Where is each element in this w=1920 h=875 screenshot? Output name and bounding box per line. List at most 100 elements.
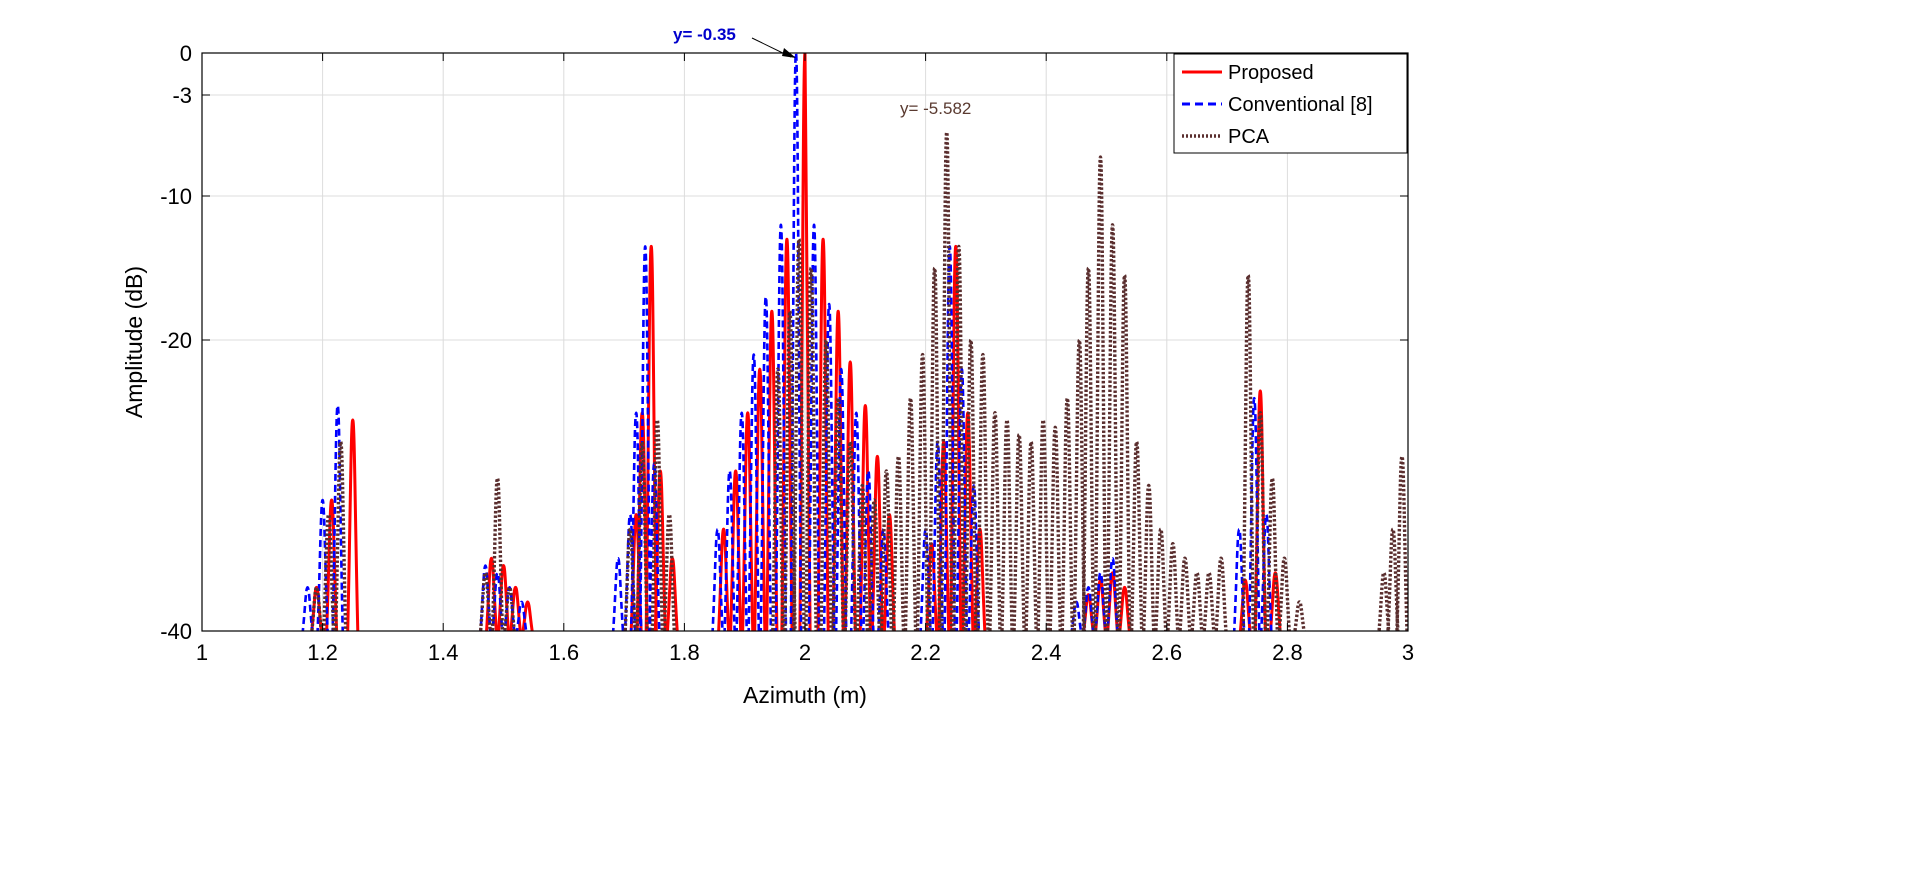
annotation-arrowhead xyxy=(782,48,796,58)
x-tick-label: 2.6 xyxy=(1152,640,1183,665)
series-peak xyxy=(858,403,872,631)
series-peak xyxy=(711,527,724,631)
series-peak xyxy=(479,564,492,631)
x-tick-label: 2.4 xyxy=(1031,640,1062,665)
series-peak xyxy=(1142,483,1156,631)
x-tick-label: 1.6 xyxy=(549,640,580,665)
series-peak xyxy=(1105,223,1120,631)
series-peak xyxy=(774,223,788,631)
series-peak xyxy=(964,338,978,631)
series-peak xyxy=(623,527,637,631)
series-peak xyxy=(822,302,836,631)
series-peak xyxy=(1106,556,1119,631)
series-peak xyxy=(665,556,679,631)
series-peak xyxy=(783,309,797,631)
series-peak xyxy=(1241,273,1255,631)
series-peak xyxy=(729,469,743,631)
series-peak xyxy=(1081,266,1096,631)
x-tick-label: 1.8 xyxy=(669,640,700,665)
series-peak xyxy=(967,484,981,631)
series-peak xyxy=(1293,600,1306,631)
x-tick-label: 2.2 xyxy=(910,640,941,665)
series-peak xyxy=(1093,155,1108,631)
series-peak xyxy=(1190,571,1204,631)
series-peak xyxy=(1265,476,1280,631)
y-tick-label: 0 xyxy=(180,41,192,66)
series-peak xyxy=(819,338,833,631)
series-peak xyxy=(1269,571,1282,631)
series-peak xyxy=(1214,556,1228,631)
series-peak xyxy=(915,352,930,631)
series-peak xyxy=(949,244,963,631)
series-peak xyxy=(843,360,857,631)
x-tick-label: 3 xyxy=(1402,640,1414,665)
series-peak xyxy=(939,130,954,631)
series-peak xyxy=(831,396,845,631)
legend-label-proposed: Proposed xyxy=(1228,62,1314,84)
series-peak xyxy=(1129,440,1144,631)
series-peak xyxy=(1202,571,1216,631)
series-peak xyxy=(1166,542,1180,631)
series-peak xyxy=(951,244,966,631)
series-peak xyxy=(955,367,969,631)
series-peak xyxy=(919,527,932,631)
series-peak xyxy=(521,600,534,631)
series-peak xyxy=(1048,425,1062,631)
series-peak xyxy=(316,498,329,631)
series-peak xyxy=(635,440,649,631)
legend-label-conventional: Conventional [8] xyxy=(1228,94,1373,116)
series-peak xyxy=(792,237,806,631)
series-peak xyxy=(1277,556,1291,631)
series-peak xyxy=(879,469,894,631)
series-peak xyxy=(333,440,348,631)
series-peak xyxy=(1377,571,1391,631)
x-tick-label: 1 xyxy=(196,640,208,665)
series-peak xyxy=(629,411,643,631)
series-peak xyxy=(771,367,785,631)
x-tick-label: 2 xyxy=(799,640,811,665)
series-peak xyxy=(1253,411,1268,631)
series-peak xyxy=(1232,527,1246,631)
y-tick-label: -20 xyxy=(160,328,192,353)
series-peak xyxy=(478,571,492,631)
y-tick-label: -3 xyxy=(172,83,192,108)
y-tick-label: -40 xyxy=(160,619,192,644)
series-peak xyxy=(976,352,990,631)
series-peak xyxy=(843,440,857,631)
x-tick-labels: 1 1.2 1.4 1.6 1.8 2 2.2 2.4 2.6 2.8 3 xyxy=(196,640,1414,665)
series-peak xyxy=(310,585,323,631)
series-peak xyxy=(735,411,749,631)
series-peak xyxy=(301,586,314,631)
series-peak xyxy=(1024,440,1038,631)
legend: Proposed Conventional [8] PCA xyxy=(1173,53,1408,154)
series-peak xyxy=(789,53,803,631)
series-peak xyxy=(1386,527,1400,631)
series-peak xyxy=(807,223,821,631)
x-tick-label: 1.2 xyxy=(307,640,338,665)
series-peak xyxy=(834,367,848,631)
series-peak xyxy=(867,498,882,631)
series-peak xyxy=(1247,396,1261,631)
series-peak xyxy=(1117,273,1132,631)
series-pca xyxy=(310,130,1408,631)
series-peak xyxy=(988,411,1002,631)
series-peak xyxy=(515,600,528,631)
x-tick-label: 1.4 xyxy=(428,640,459,665)
annotation-pca-peak: y= -5.582 xyxy=(900,99,971,118)
legend-label-pca: PCA xyxy=(1228,126,1270,148)
series-peak xyxy=(321,512,336,631)
x-tick-label: 2.8 xyxy=(1272,640,1303,665)
series-peak xyxy=(325,498,339,631)
y-tick-labels: 0 -3 -10 -20 -40 xyxy=(160,41,192,644)
series-peak xyxy=(346,418,360,631)
series-peak xyxy=(503,586,516,631)
series-group xyxy=(301,53,1408,631)
series-peak xyxy=(855,483,869,631)
series-peak xyxy=(509,585,522,631)
y-axis-title: Amplitude (dB) xyxy=(121,266,147,418)
series-peak xyxy=(638,245,652,631)
y-tick-label: -10 xyxy=(160,184,192,209)
series-peak xyxy=(903,396,918,631)
series-peak xyxy=(1178,556,1192,631)
